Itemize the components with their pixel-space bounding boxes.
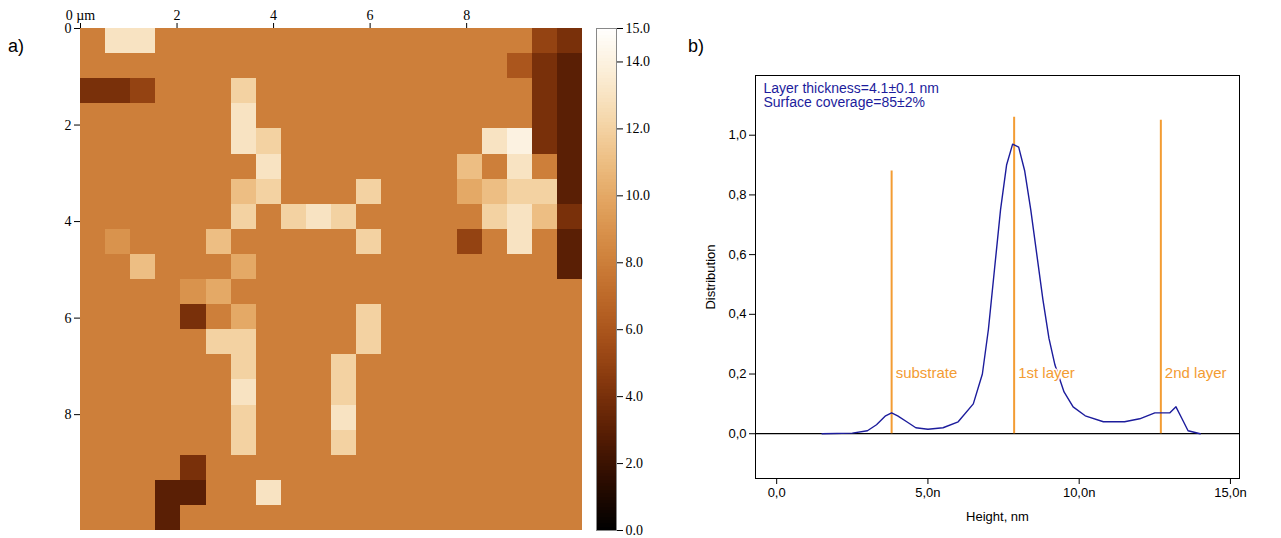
svg-text:15,0n: 15,0n: [1214, 485, 1247, 500]
svg-text:6.0: 6.0: [626, 322, 644, 337]
svg-text:2: 2: [174, 8, 181, 23]
svg-text:0,0: 0,0: [728, 426, 746, 441]
svg-text:5,0n: 5,0n: [915, 485, 940, 500]
svg-text:0,0: 0,0: [768, 485, 786, 500]
svg-text:2nd layer: 2nd layer: [1165, 364, 1227, 381]
svg-text:2.0: 2.0: [626, 456, 644, 471]
html-text:b): b): [688, 36, 704, 56]
svg-text:0,6: 0,6: [728, 247, 746, 262]
svg-text:8: 8: [65, 407, 72, 422]
svg-text:0,8: 0,8: [728, 187, 746, 202]
svg-text:6: 6: [367, 8, 374, 23]
svg-text:4: 4: [65, 214, 72, 229]
svg-text:0,2: 0,2: [728, 366, 746, 381]
svg-text:2: 2: [65, 118, 72, 133]
svg-text:8: 8: [463, 8, 470, 23]
svg-text:4.0: 4.0: [626, 389, 644, 404]
svg-text:substrate: substrate: [896, 364, 958, 381]
svg-text:0,4: 0,4: [728, 306, 746, 321]
svg-text:6: 6: [65, 311, 72, 326]
svg-text:Distribution: Distribution: [703, 244, 718, 309]
svg-text:1st layer: 1st layer: [1018, 364, 1075, 381]
svg-text:0: 0: [65, 21, 72, 36]
svg-text:12.0: 12.0: [626, 121, 651, 136]
svg-text:0 µm: 0 µm: [66, 8, 96, 23]
svg-text:10.0: 10.0: [626, 188, 651, 203]
svg-text:4: 4: [270, 8, 277, 23]
svg-text:14.0: 14.0: [626, 54, 651, 69]
svg-text:Height, nm: Height, nm: [966, 509, 1029, 524]
svg-text:1,0: 1,0: [728, 127, 746, 142]
svg-text:15.0: 15.0: [626, 21, 651, 36]
svg-text:Layer thickness=4.1±0.1 nmSurf: Layer thickness=4.1±0.1 nmSurface covera…: [764, 80, 939, 110]
svg-text:10,0n: 10,0n: [1063, 485, 1096, 500]
svg-text:8.0: 8.0: [626, 255, 644, 270]
html-text:a): a): [8, 36, 24, 56]
svg-text:0.0: 0.0: [626, 523, 644, 538]
